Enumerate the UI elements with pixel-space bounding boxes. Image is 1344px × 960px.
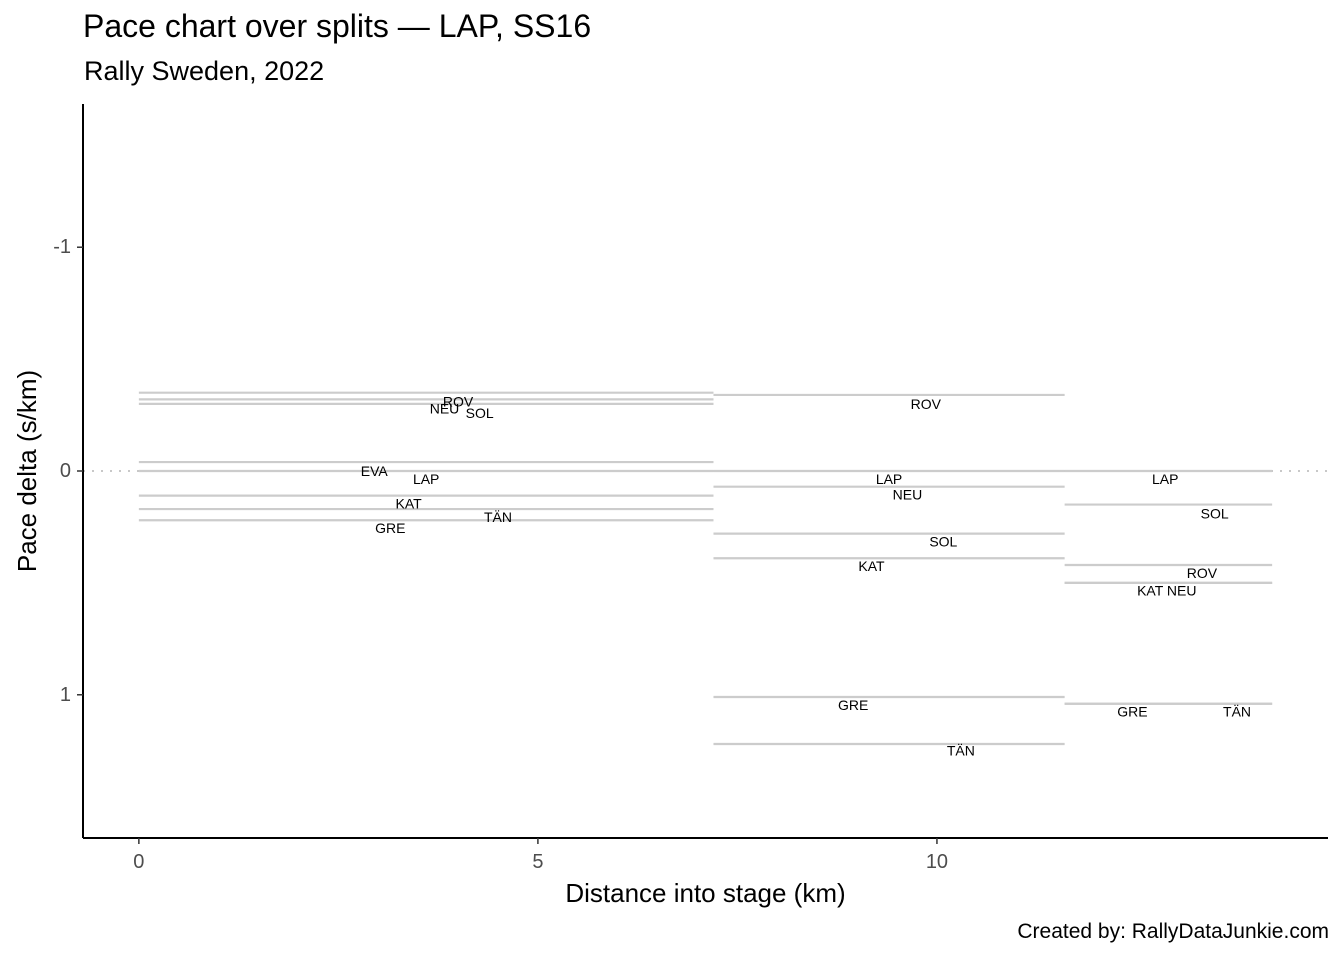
chart-title: Pace chart over splits — LAP, SS16: [83, 8, 592, 44]
driver-label: LAP: [413, 471, 439, 487]
driver-label: GRE: [375, 520, 405, 536]
pace-lines-layer: [138, 391, 1273, 746]
y-axis-title: Pace delta (s/km): [12, 370, 42, 572]
driver-label: NEU: [893, 486, 923, 502]
driver-label: ROV: [911, 396, 942, 412]
x-tick-label: 5: [532, 851, 543, 873]
driver-label: ROV: [1187, 565, 1218, 581]
x-tick-label: 10: [926, 851, 948, 873]
driver-label: SOL: [929, 533, 957, 549]
driver-label: NEU: [430, 400, 460, 416]
driver-label: SOL: [1201, 506, 1229, 522]
y-tick-label: 0: [60, 460, 71, 482]
driver-label: TÄN: [1223, 704, 1251, 720]
x-tick-label: 0: [133, 851, 144, 873]
y-tick-label: 1: [60, 684, 71, 706]
ticks-layer: 0 5 10 -1 0 1: [53, 236, 948, 873]
driver-label: LAP: [1152, 471, 1178, 487]
driver-label: KAT: [858, 558, 885, 574]
y-tick-label: -1: [53, 236, 71, 258]
driver-label: KAT: [396, 495, 423, 511]
driver-label: GRE: [1117, 704, 1147, 720]
driver-label: KAT NEU: [1137, 583, 1196, 599]
driver-label: LAP: [876, 471, 902, 487]
driver-label: ROV: [443, 394, 474, 410]
driver-label: GRE: [838, 697, 868, 713]
chart-caption: Created by: RallyDataJunkie.com: [1017, 920, 1329, 943]
driver-label: TÄN: [947, 743, 975, 759]
driver-label: EVA: [361, 463, 389, 479]
chart-subtitle: Rally Sweden, 2022: [84, 56, 325, 86]
driver-label: TÄN: [484, 509, 512, 525]
driver-label: SOL: [466, 405, 494, 421]
x-axis-title: Distance into stage (km): [565, 878, 845, 908]
